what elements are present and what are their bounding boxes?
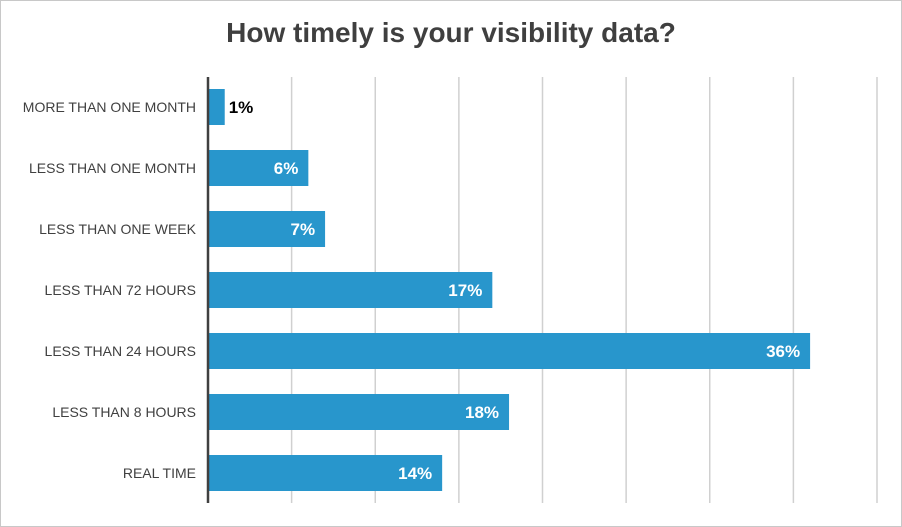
value-label: 18% [465, 403, 499, 422]
value-label: 6% [274, 159, 299, 178]
bar [208, 455, 443, 491]
value-label: 1% [229, 98, 254, 117]
category-label: MORE THAN ONE MONTH [23, 99, 196, 115]
category-label: LESS THAN ONE MONTH [29, 160, 196, 176]
category-label: LESS THAN 8 HOURS [52, 404, 196, 420]
bar [208, 394, 510, 430]
bar [208, 89, 225, 125]
bar [208, 272, 493, 308]
value-label: 7% [290, 220, 315, 239]
category-label: LESS THAN ONE WEEK [39, 221, 197, 237]
bar [208, 333, 811, 369]
value-label: 14% [398, 464, 432, 483]
category-label: LESS THAN 72 HOURS [45, 282, 196, 298]
value-label: 17% [448, 281, 482, 300]
value-label: 36% [766, 342, 800, 361]
bar [208, 150, 309, 186]
bar [208, 211, 326, 247]
category-label: REAL TIME [123, 465, 196, 481]
category-label: LESS THAN 24 HOURS [45, 343, 196, 359]
chart-title: How timely is your visibility data? [226, 17, 676, 48]
